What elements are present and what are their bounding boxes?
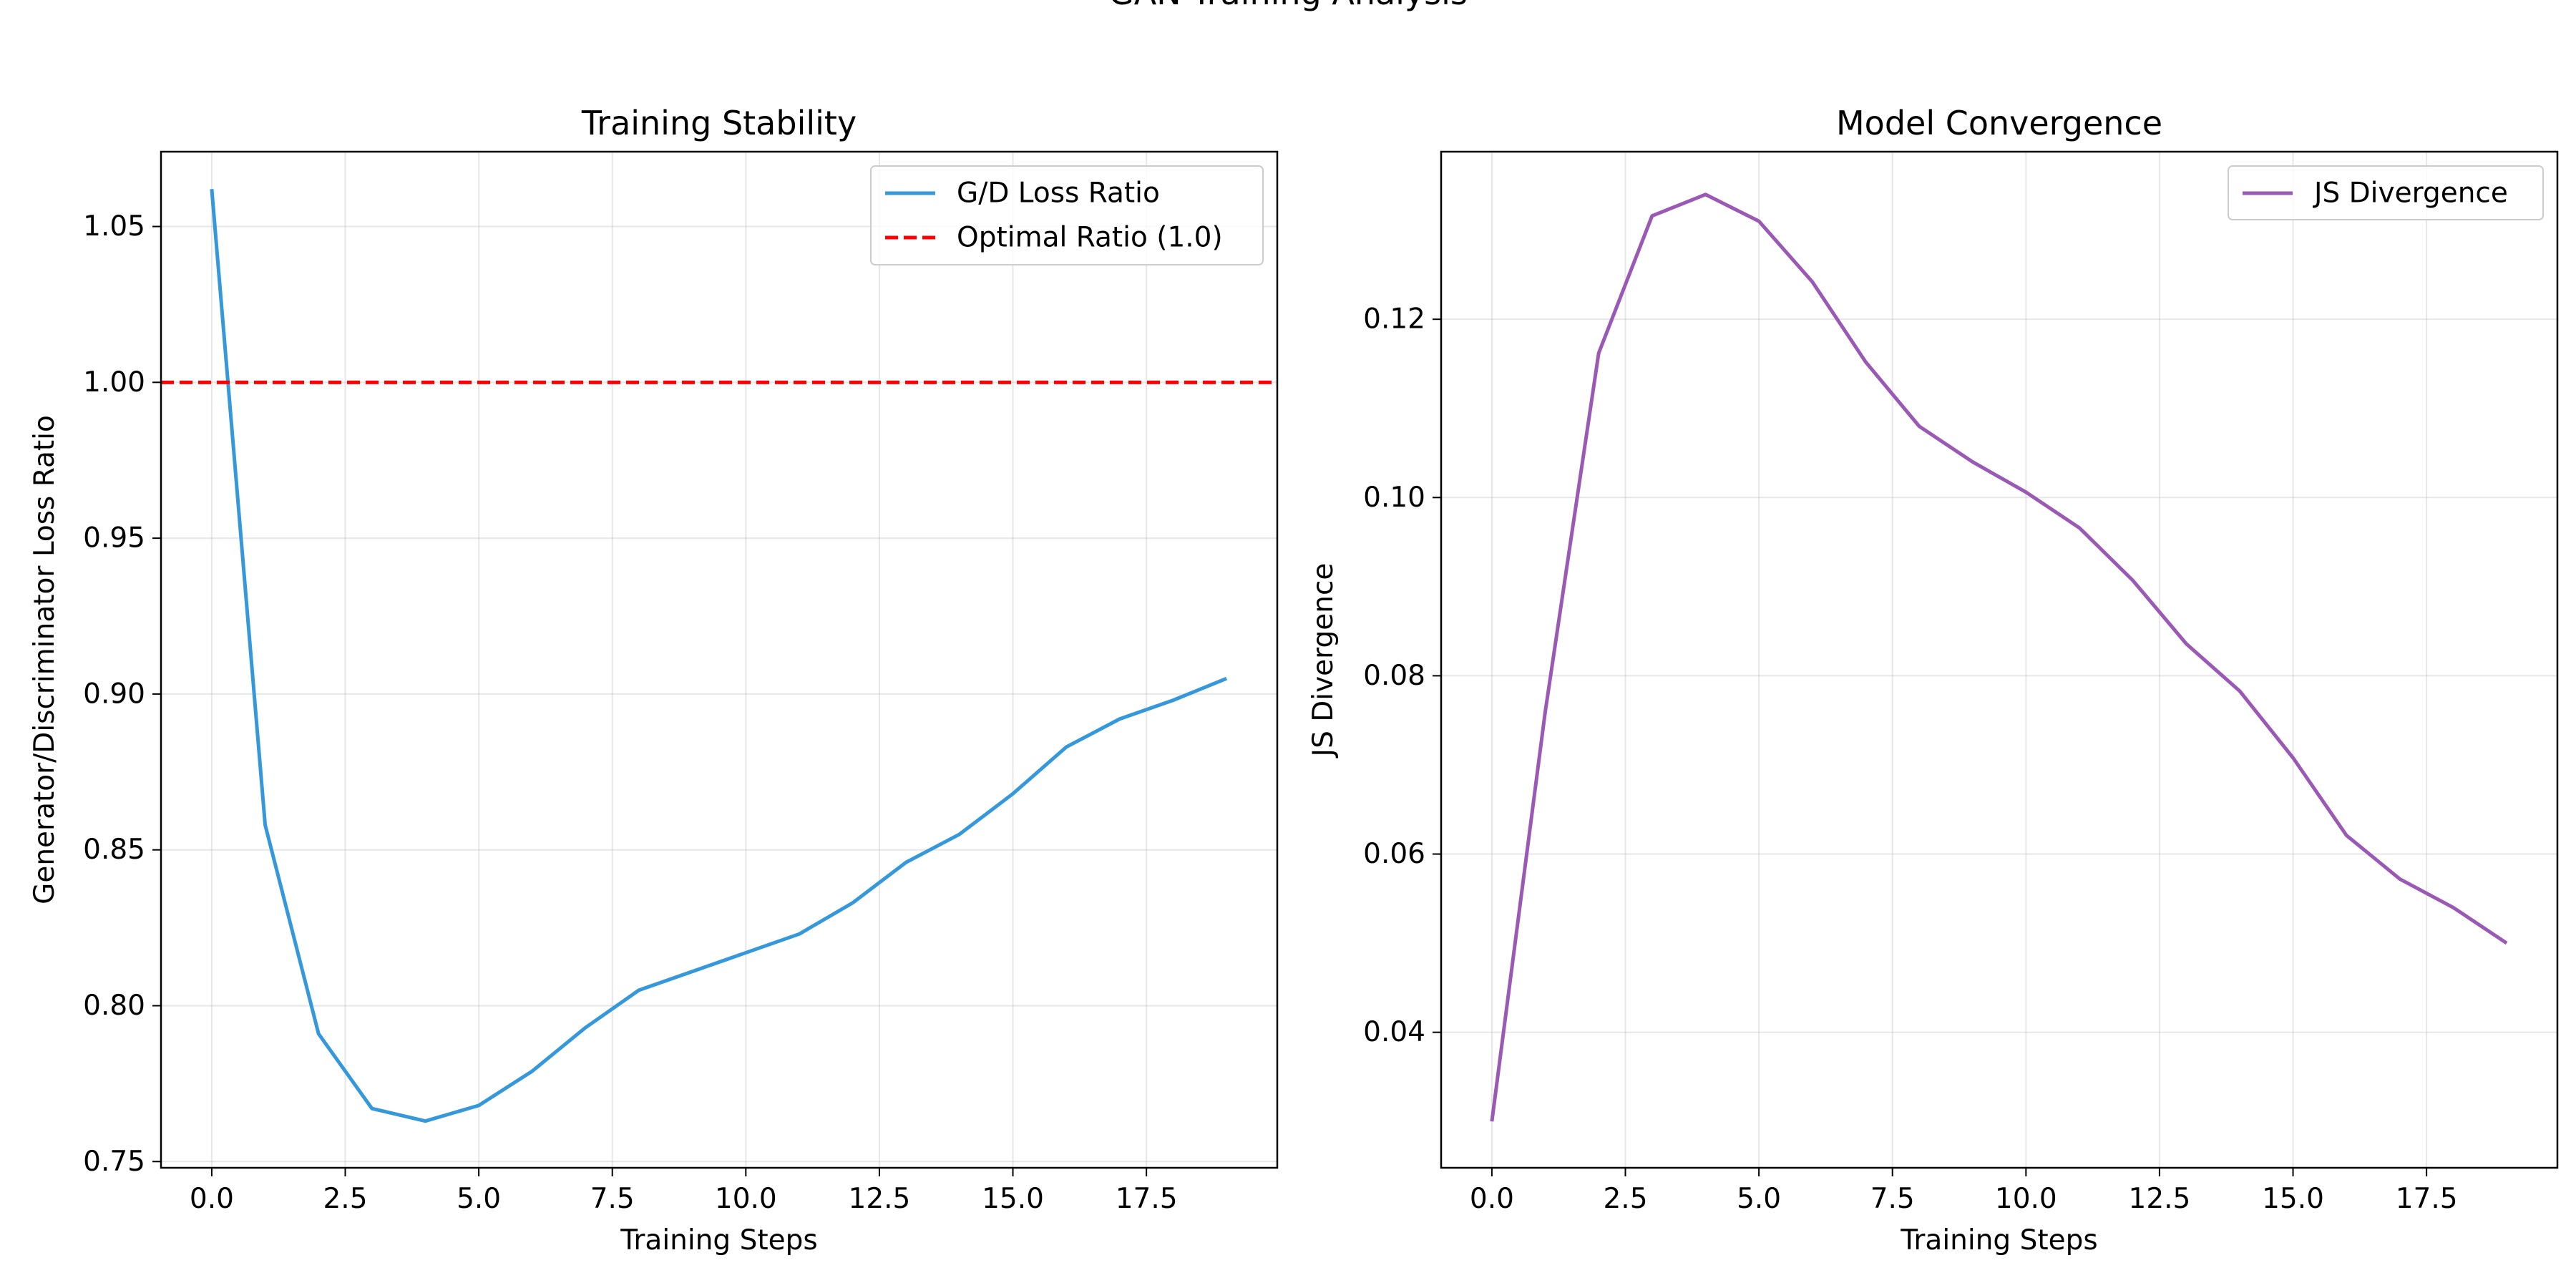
chart-1-series-0-point-15 (2291, 756, 2295, 760)
chart-0-y-tick-label-6: 1.05 (83, 210, 145, 243)
chart-0-y-tick-label-3: 0.90 (83, 678, 145, 710)
chart-0-series-0-point-17 (1118, 717, 1121, 721)
chart-1-series-0-point-17 (2398, 877, 2401, 881)
chart-0-series-0-point-18 (1171, 698, 1175, 702)
chart-0-series-0-point-0 (210, 187, 213, 191)
chart-0-series-0-point-2 (317, 1032, 321, 1035)
chart-1-legend: JS Divergence (2228, 165, 2544, 220)
chart-1-series-0-point-8 (1918, 424, 1921, 428)
chart-1-series-0-point-14 (2238, 689, 2241, 693)
chart-0-y-tick-label-4: 0.95 (83, 522, 145, 555)
chart-1-y-tick-label-1: 0.06 (1363, 838, 1425, 870)
chart-0-series-0-point-1 (263, 823, 267, 826)
chart-0-y-axis: 0.75 0.80 0.85 0.90 0.95 1.00 1.05 (83, 210, 161, 1178)
chart-1-series-0-point-4 (1704, 192, 1707, 196)
chart-1-series-0-point-11 (2077, 526, 2081, 530)
chart-1-series-0-point-6 (1810, 280, 1814, 283)
chart-1-x-axis: 0.0 2.5 5.0 7.5 10.0 12.5 15.0 17.5 (1470, 1168, 2458, 1215)
chart-1-series-0-point-7 (1864, 360, 1868, 364)
chart-0-x-axis-label: Training Steps (620, 1224, 817, 1257)
chart-1-series-0-point-12 (2131, 579, 2135, 582)
chart-0-x-tick-label-7: 17.5 (1116, 1183, 1178, 1215)
chart-0-x-tick-label-4: 10.0 (715, 1183, 777, 1215)
figure-suptitle: GAN Training Analysis (1108, 0, 1468, 12)
chart-0-series-0-point-12 (851, 901, 854, 904)
chart-1-legend-label-0: JS Divergence (2312, 177, 2508, 210)
chart-0-series-0-point-11 (797, 932, 801, 936)
chart-1-series-0-point-16 (2345, 834, 2348, 837)
chart-1-y-tick-label-3: 0.10 (1363, 482, 1425, 514)
chart-1-series-0-point-0 (1490, 1120, 1493, 1123)
chart-1-x-tick-label-0: 0.0 (1470, 1183, 1514, 1215)
chart-1-x-tick-label-4: 10.0 (1995, 1183, 2057, 1215)
chart-0-legend-label-1: Optimal Ratio (1.0) (957, 222, 1223, 254)
chart-1-series-0-point-19 (2505, 942, 2509, 945)
chart-1-y-tick-label-4: 0.12 (1363, 303, 1425, 336)
chart-0-series-0-point-15 (1011, 792, 1015, 796)
chart-0-y-tick-label-0: 0.75 (83, 1146, 145, 1178)
chart-0-title: Training Stability (581, 104, 857, 142)
chart-0-y-tick-label-1: 0.80 (83, 990, 145, 1022)
chart-0-series-0-point-13 (904, 861, 908, 864)
chart-model-convergence: 0.0 2.5 5.0 7.5 10.0 12.5 15.0 17.5 0.04 0.06 0.08… (1307, 104, 2559, 1257)
chart-0-series-0-point-9 (691, 970, 694, 973)
chart-0-y-tick-label-2: 0.85 (83, 834, 145, 866)
chart-0-x-tick-label-6: 15.0 (982, 1183, 1044, 1215)
chart-1-series-0-point-13 (2185, 642, 2188, 645)
chart-1-series-0-point-5 (1757, 220, 1761, 223)
chart-1-x-axis-label: Training Steps (1900, 1224, 2097, 1257)
chart-1-series-0-point-9 (1971, 460, 1974, 464)
chart-1-x-tick-label-7: 17.5 (2396, 1183, 2458, 1215)
chart-1-series-0-point-3 (1650, 214, 1654, 218)
chart-1-x-tick-label-1: 2.5 (1603, 1183, 1647, 1215)
chart-0-series-0-point-19 (1225, 677, 1229, 680)
chart-training-stability: 0.0 2.5 5.0 7.5 10.0 12.5 15.0 17.5 0.75 0.80 0.85… (29, 104, 1279, 1257)
chart-1-y-axis: 0.04 0.06 0.08 0.10 0.12 (1363, 303, 1441, 1048)
chart-0-x-tick-label-2: 5.0 (457, 1183, 501, 1215)
chart-1-y-tick-label-0: 0.04 (1363, 1016, 1425, 1048)
chart-0-x-tick-label-5: 12.5 (849, 1183, 911, 1215)
chart-1-series (1490, 192, 2509, 1123)
chart-0-series-0-point-8 (638, 988, 641, 992)
chart-1-series-0-point-2 (1597, 351, 1601, 355)
chart-0-axes-frame (160, 150, 1279, 1169)
chart-1-y-tick-label-2: 0.08 (1363, 660, 1425, 692)
chart-1-title: Model Convergence (1836, 104, 2162, 142)
chart-0-series-0-point-4 (424, 1119, 427, 1123)
chart-1-x-tick-label-3: 7.5 (1870, 1183, 1915, 1215)
chart-0-y-tick-label-5: 1.00 (83, 366, 145, 399)
chart-0-series-0-point-10 (744, 951, 748, 955)
chart-0-legend-label-0: G/D Loss Ratio (957, 177, 1160, 210)
chart-1-x-tick-label-5: 12.5 (2129, 1183, 2191, 1215)
chart-1-y-axis-label: JS Divergence (1307, 563, 1340, 759)
chart-0-x-tick-label-0: 0.0 (190, 1183, 234, 1215)
chart-0-series-0-point-14 (957, 832, 961, 836)
chart-1-axes-frame (1440, 150, 2559, 1169)
chart-0-x-axis: 0.0 2.5 5.0 7.5 10.0 12.5 15.0 17.5 (190, 1168, 1178, 1215)
chart-1-series-0-point-18 (2451, 906, 2455, 909)
chart-0-series-0-point-5 (477, 1103, 481, 1107)
chart-1-series-0-point-10 (2024, 490, 2028, 494)
chart-1-series-0-point-1 (1543, 710, 1547, 713)
chart-0-series-0-point-7 (584, 1025, 587, 1029)
chart-0-y-axis-label: Generator/Discriminator Loss Ratio (29, 415, 61, 904)
chart-0-series-0-point-16 (1065, 745, 1068, 748)
chart-0-series-0-point-6 (530, 1069, 534, 1073)
chart-1-series-0-line (1490, 192, 2508, 1122)
chart-1-x-tick-label-2: 5.0 (1737, 1183, 1781, 1215)
chart-0-legend-box (870, 165, 1264, 265)
chart-0-series-0-point-3 (370, 1107, 374, 1111)
chart-0-series (161, 187, 1277, 1123)
chart-1-x-tick-label-6: 15.0 (2262, 1183, 2324, 1215)
chart-1-legend-box (2228, 165, 2544, 220)
chart-0-series-0-line (210, 189, 1228, 1123)
chart-0-x-tick-label-1: 2.5 (323, 1183, 367, 1215)
chart-0-x-tick-label-3: 7.5 (590, 1183, 635, 1215)
chart-0-legend: G/D Loss Ratio Optimal Ratio (1.0) (870, 165, 1264, 265)
